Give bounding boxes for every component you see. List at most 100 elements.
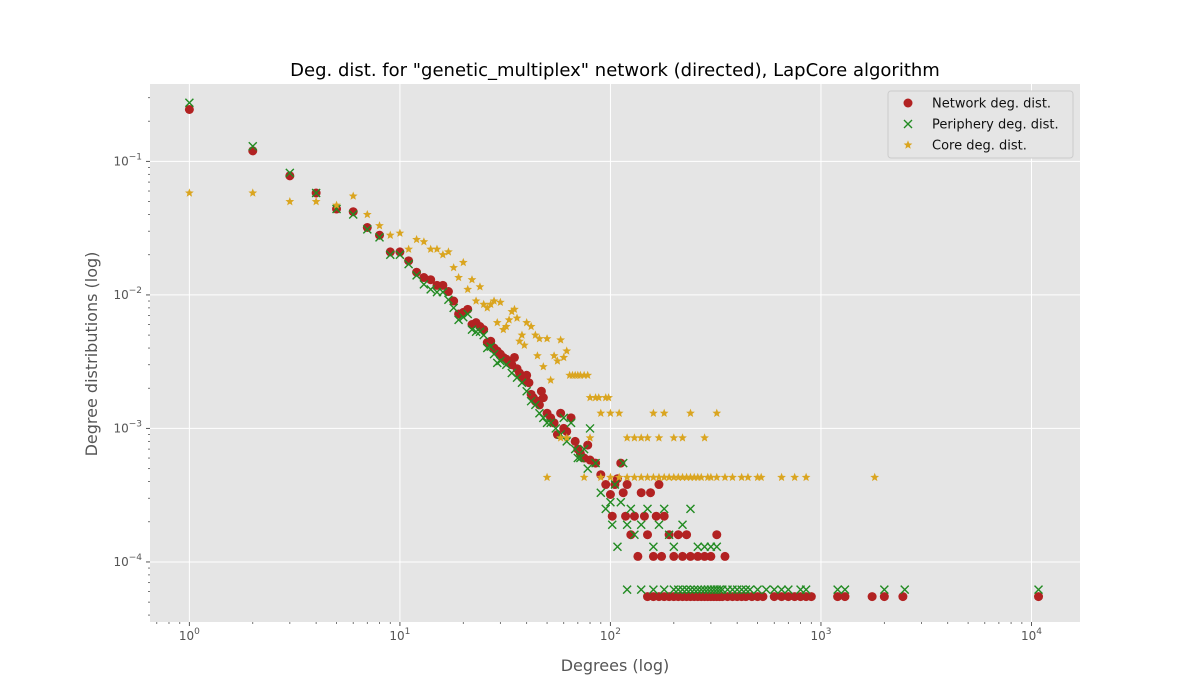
data-point xyxy=(633,551,643,561)
data-point xyxy=(375,230,385,240)
data-point xyxy=(753,472,762,482)
data-point xyxy=(693,585,703,595)
data-point xyxy=(648,585,658,595)
data-point xyxy=(348,207,358,217)
data-point xyxy=(504,315,514,324)
data-point xyxy=(867,592,877,602)
data-point xyxy=(501,360,511,370)
data-point xyxy=(463,284,473,294)
data-point xyxy=(678,551,688,561)
x-ticks: 100 101 102 103 104 xyxy=(179,622,1042,643)
data-point xyxy=(636,472,646,482)
data-point xyxy=(551,423,561,433)
data-point xyxy=(678,520,688,530)
data-point xyxy=(507,307,517,316)
data-point xyxy=(643,504,653,514)
data-point xyxy=(495,297,505,307)
data-point xyxy=(463,309,473,319)
data-point xyxy=(458,257,468,267)
data-point xyxy=(419,279,429,289)
data-point xyxy=(512,313,522,322)
data-point xyxy=(542,472,552,482)
data-point xyxy=(720,472,730,482)
data-point xyxy=(515,336,524,345)
data-point xyxy=(522,370,532,380)
data-point xyxy=(743,472,753,482)
data-point xyxy=(495,356,505,366)
data-point xyxy=(467,275,477,284)
data-point xyxy=(559,352,569,362)
data-point xyxy=(475,282,485,291)
data-point xyxy=(622,585,632,595)
data-point xyxy=(648,551,658,561)
data-point xyxy=(685,551,695,561)
data-point xyxy=(605,497,615,507)
data-point xyxy=(783,585,793,595)
data-point xyxy=(185,188,194,197)
data-point xyxy=(629,530,639,540)
data-point xyxy=(605,490,615,500)
data-point xyxy=(362,224,372,234)
minor-ticks xyxy=(148,97,1023,624)
data-point xyxy=(610,480,620,490)
data-point xyxy=(700,551,710,561)
data-point xyxy=(562,433,572,442)
data-point xyxy=(517,330,527,339)
data-point xyxy=(573,453,583,463)
data-point xyxy=(659,408,669,417)
data-point xyxy=(621,511,631,521)
data-point xyxy=(700,433,709,442)
data-point xyxy=(636,488,646,498)
data-point xyxy=(538,413,548,423)
data-point xyxy=(594,393,604,402)
data-point xyxy=(758,592,768,602)
data-point xyxy=(648,542,658,552)
data-point xyxy=(498,324,508,334)
data-point xyxy=(769,592,779,602)
data-point xyxy=(444,247,453,256)
data-point xyxy=(585,423,595,433)
data-point xyxy=(678,433,687,442)
data-point xyxy=(395,250,405,260)
legend-label: Network deg. dist. xyxy=(932,97,1051,112)
data-point xyxy=(643,472,652,482)
data-point xyxy=(753,585,763,595)
data-point xyxy=(375,232,385,242)
series-3 xyxy=(185,188,880,482)
data-point xyxy=(579,370,589,380)
data-point xyxy=(556,433,566,442)
data-point xyxy=(693,551,703,561)
data-point xyxy=(840,585,850,595)
data-point xyxy=(682,472,691,482)
y-tick-label: 10−2 xyxy=(113,286,142,302)
data-point xyxy=(898,592,908,602)
data-point xyxy=(549,351,559,360)
data-point xyxy=(332,204,342,214)
data-point xyxy=(404,256,414,266)
data-point xyxy=(524,378,534,388)
data-point xyxy=(479,299,489,309)
data-point xyxy=(678,585,688,595)
x-tick-label: 101 xyxy=(389,627,410,643)
data-point xyxy=(636,433,646,442)
data-point xyxy=(471,327,481,337)
data-point xyxy=(375,221,384,230)
data-point xyxy=(659,504,669,514)
data-point xyxy=(712,472,722,482)
data-point xyxy=(522,386,532,396)
data-point xyxy=(604,393,613,402)
data-point xyxy=(870,472,880,482)
data-point xyxy=(479,325,489,335)
data-point xyxy=(618,458,628,468)
data-point xyxy=(646,488,656,498)
data-point xyxy=(1034,585,1044,595)
data-point xyxy=(362,209,372,219)
legend-box xyxy=(887,90,1074,159)
legend-marker xyxy=(903,119,913,129)
data-point xyxy=(412,234,421,244)
data-point xyxy=(385,230,395,239)
data-point xyxy=(669,472,679,482)
data-point xyxy=(311,188,321,198)
grid xyxy=(150,84,1080,622)
